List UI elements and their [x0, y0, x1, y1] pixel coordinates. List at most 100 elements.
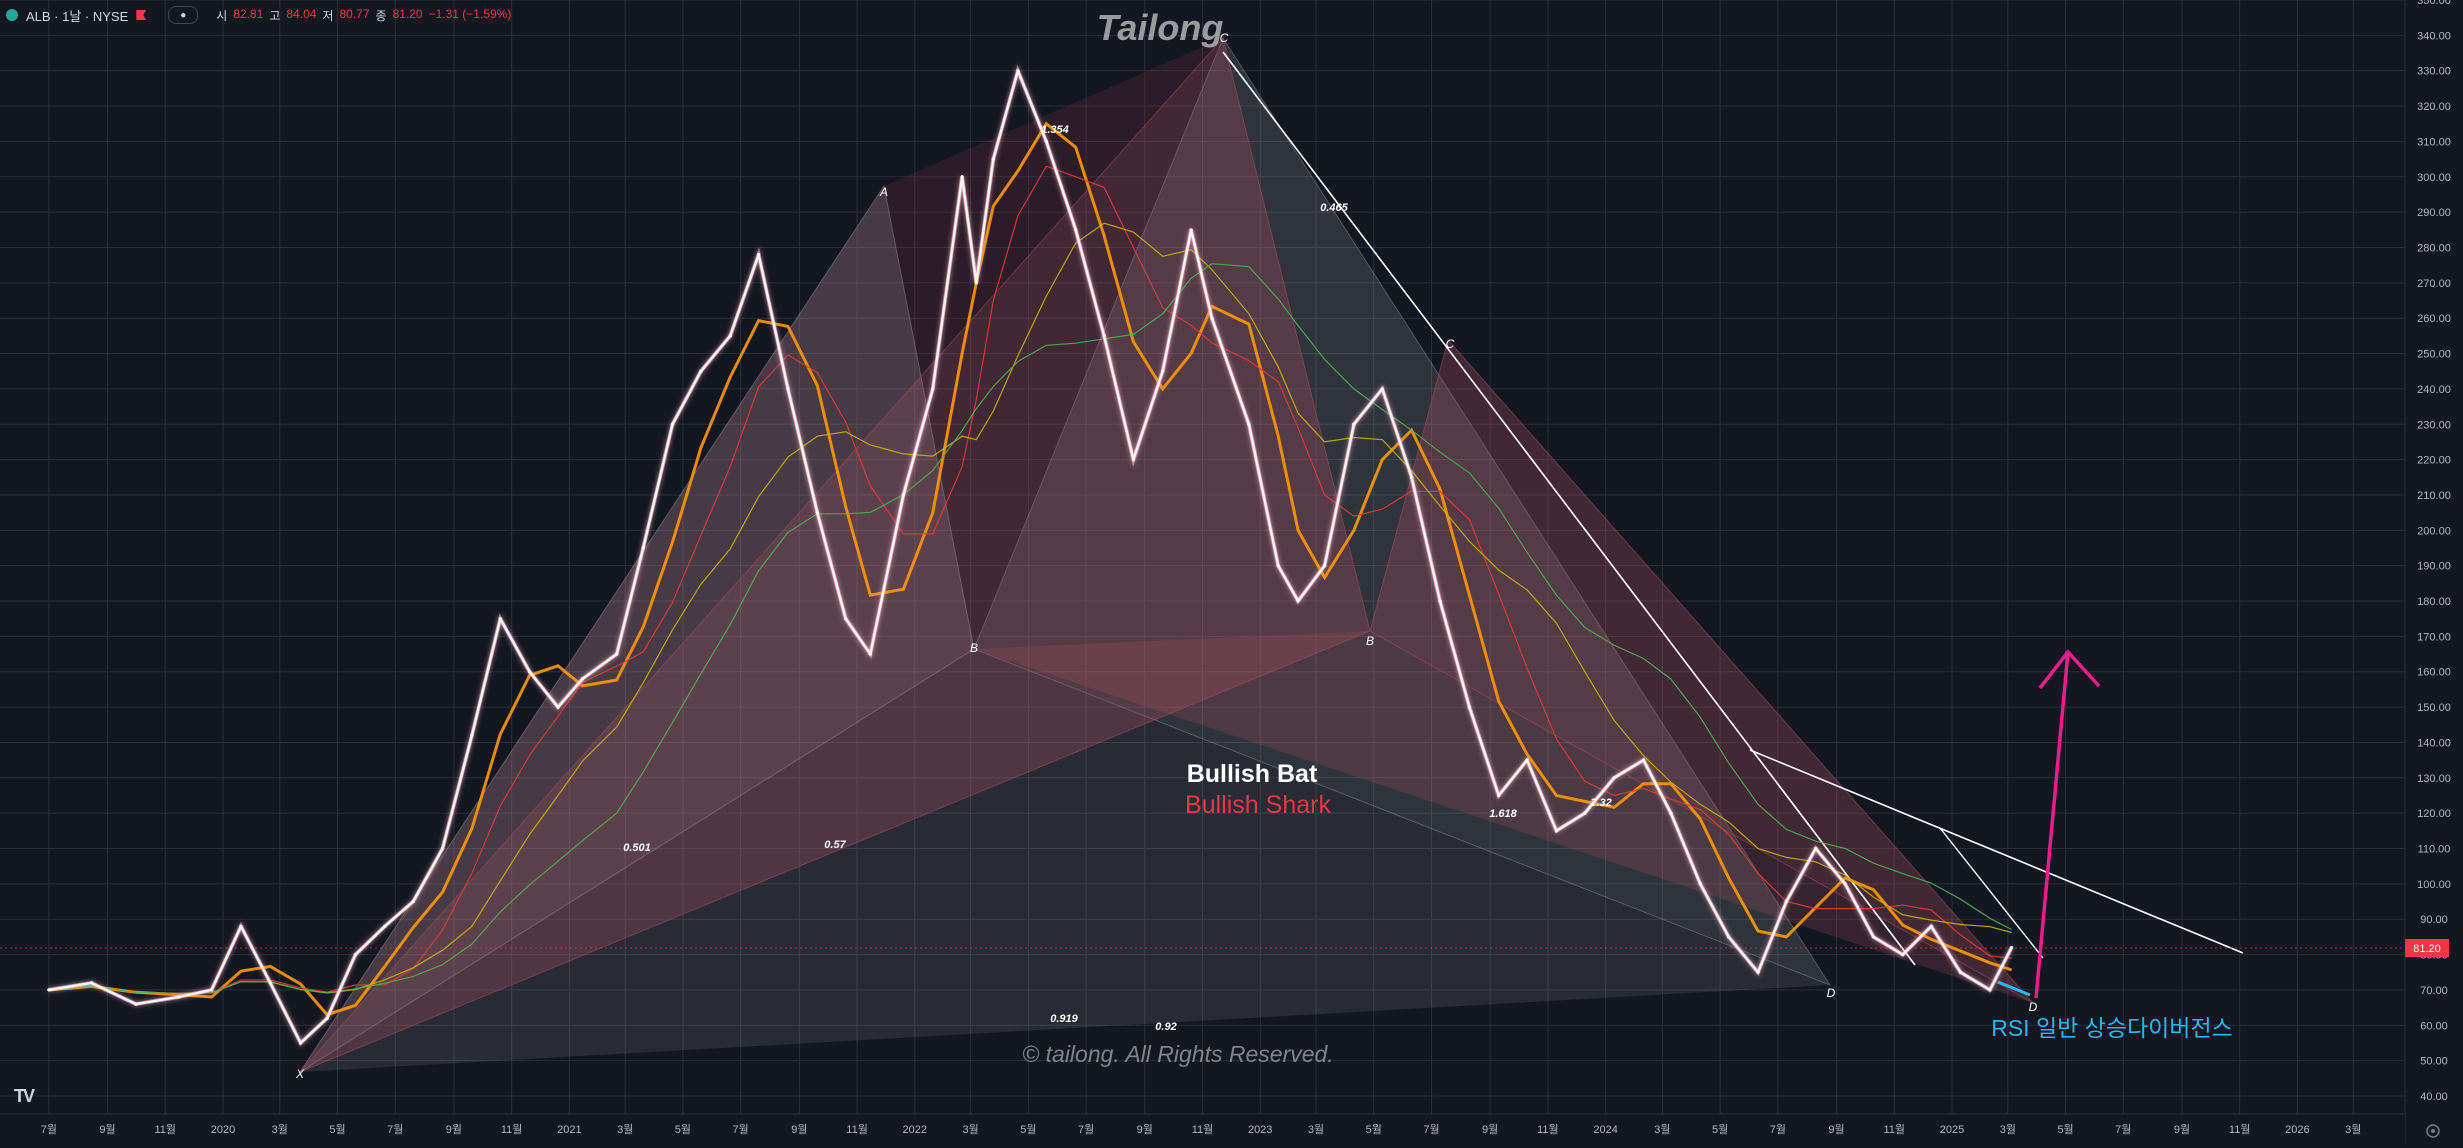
price-point — [1814, 846, 1818, 851]
x-tick-label: 2024 — [1593, 1124, 1617, 1136]
x-tick-label: 7월 — [41, 1123, 57, 1136]
watermark-bottom: © tailong. All Rights Reserved. — [1022, 1041, 1333, 1067]
price-point — [1929, 924, 1933, 928]
price-point — [868, 652, 872, 656]
price-series[interactable] — [47, 64, 2014, 1047]
high-value: 84.04 — [286, 6, 317, 21]
settings-icon[interactable] — [2426, 1124, 2440, 1138]
x-tick-label: 7월 — [387, 1123, 403, 1136]
price-point — [2010, 945, 2014, 950]
price-point — [641, 546, 645, 550]
y-tick-label: 210.00 — [2417, 490, 2451, 502]
price-point — [239, 924, 243, 928]
price-point — [1901, 952, 1905, 957]
y-tick-label: 180.00 — [2417, 596, 2451, 608]
price-point — [1669, 811, 1673, 815]
x-tick-label: 3월 — [1654, 1123, 1670, 1136]
x-tick-label: 9월 — [1137, 1123, 1153, 1136]
x-tick-label: 3월 — [617, 1123, 633, 1136]
symbol-title[interactable]: ALB · 1날 · NYSE — [26, 8, 129, 24]
x-tick-label: 2021 — [557, 1124, 581, 1136]
x-tick-label: 11월 — [1192, 1123, 1214, 1136]
x-tick-label: 5월 — [2057, 1123, 2073, 1136]
y-tick-label: 200.00 — [2417, 525, 2451, 537]
price-point — [1352, 422, 1356, 426]
ohlc-values: 시 82.81 고 84.04 저 80.77 종 81.20 −1.31 (−1.59… — [216, 6, 512, 23]
price-point — [670, 422, 675, 426]
price-point — [528, 670, 532, 674]
price-point — [991, 157, 995, 161]
trendline-short — [1939, 827, 2044, 959]
x-tick-label: 3월 — [2000, 1123, 2016, 1136]
x-tick-label: 7월 — [1078, 1123, 1094, 1136]
price-point — [1525, 758, 1529, 762]
price-point — [1784, 899, 1788, 904]
x-tick-label: 5월 — [1020, 1123, 1036, 1136]
point-d2: D — [2029, 1000, 2038, 1014]
point-x: X — [295, 1067, 305, 1081]
flag-icon[interactable] — [136, 10, 147, 20]
x-tick-label: 11월 — [846, 1123, 868, 1136]
ma-green-line — [48, 263, 2012, 995]
y-tick-label: 340.00 — [2417, 30, 2451, 42]
price-point — [901, 493, 906, 497]
y-tick-label: 280.00 — [2417, 242, 2451, 254]
price-point — [1189, 228, 1193, 232]
x-tick-label: 3월 — [1308, 1123, 1324, 1136]
point-c2: C — [1446, 337, 1455, 351]
x-tick-label: 9월 — [1828, 1123, 1844, 1136]
x-tick-label: 5월 — [1366, 1123, 1382, 1136]
pattern-title-bat: Bullish Bat — [1187, 760, 1318, 788]
time-axis[interactable]: 7월 9월 11월 2020 3월 5월 7월 9월 11월 2021 3월 5월 7월 9월 11월 202… — [0, 1113, 2405, 1143]
price-point — [268, 981, 272, 985]
price-axis[interactable]: 40.0050.0060.0070.0080.0090.00100.00110.… — [2404, 0, 2463, 1143]
price-point — [1296, 599, 1300, 603]
y-tick-label: 170.00 — [2417, 631, 2451, 643]
ma-red-line — [48, 165, 2012, 995]
price-point — [1698, 882, 1702, 886]
trend-lines[interactable] — [0, 51, 2405, 966]
symbol-legend: ALB · 1날 · NYSE ● 시 82.81 고 84.04 저 80.77 종… — [6, 4, 511, 26]
price-point — [1247, 422, 1251, 426]
point-b2: B — [1366, 634, 1374, 648]
price-point — [728, 334, 732, 338]
price-point — [974, 281, 978, 285]
y-tick-label: 70.00 — [2420, 985, 2448, 997]
price-point — [1871, 935, 1876, 939]
y-tick-label: 110.00 — [2418, 844, 2451, 856]
price-point — [89, 981, 94, 985]
y-tick-label: 90.00 — [2420, 914, 2448, 926]
ratio-label: 0.919 — [1050, 1013, 1078, 1025]
y-tick-label: 50.00 — [2420, 1056, 2448, 1068]
price-point — [440, 846, 445, 851]
price-point — [383, 924, 387, 928]
tradingview-logo-icon[interactable]: TV — [14, 1086, 35, 1106]
price-point — [176, 995, 181, 999]
upward-arrow-head — [2038, 649, 2101, 690]
visibility-toggle-icon[interactable]: ● — [168, 6, 199, 24]
price-point — [1756, 970, 1760, 974]
y-tick-label: 320.00 — [2417, 101, 2451, 113]
x-tick-label: 5월 — [329, 1123, 345, 1136]
price-point — [1276, 564, 1280, 568]
y-tick-label: 350.00 — [2417, 0, 2451, 7]
y-tick-label: 100.00 — [2417, 879, 2451, 891]
x-tick-label: 9월 — [1482, 1123, 1498, 1136]
shark-xab-triangle — [299, 36, 1371, 1073]
price-point — [1410, 475, 1414, 479]
y-tick-label: 60.00 — [2420, 1020, 2448, 1032]
y-tick-label: 160.00 — [2417, 667, 2451, 679]
y-tick-label: 300.00 — [2417, 172, 2451, 184]
price-point — [210, 988, 214, 992]
y-tick-label: 140.00 — [2417, 737, 2451, 749]
price-point — [1843, 882, 1847, 886]
x-tick-label: 3월 — [2345, 1123, 2361, 1136]
x-tick-label: 3월 — [962, 1123, 978, 1136]
x-tick-label: 9월 — [2174, 1123, 2190, 1136]
svg-text:81.20: 81.20 — [2413, 943, 2441, 955]
price-point — [1074, 228, 1078, 232]
x-tick-label: 5월 — [675, 1123, 691, 1136]
price-point — [1438, 599, 1442, 603]
